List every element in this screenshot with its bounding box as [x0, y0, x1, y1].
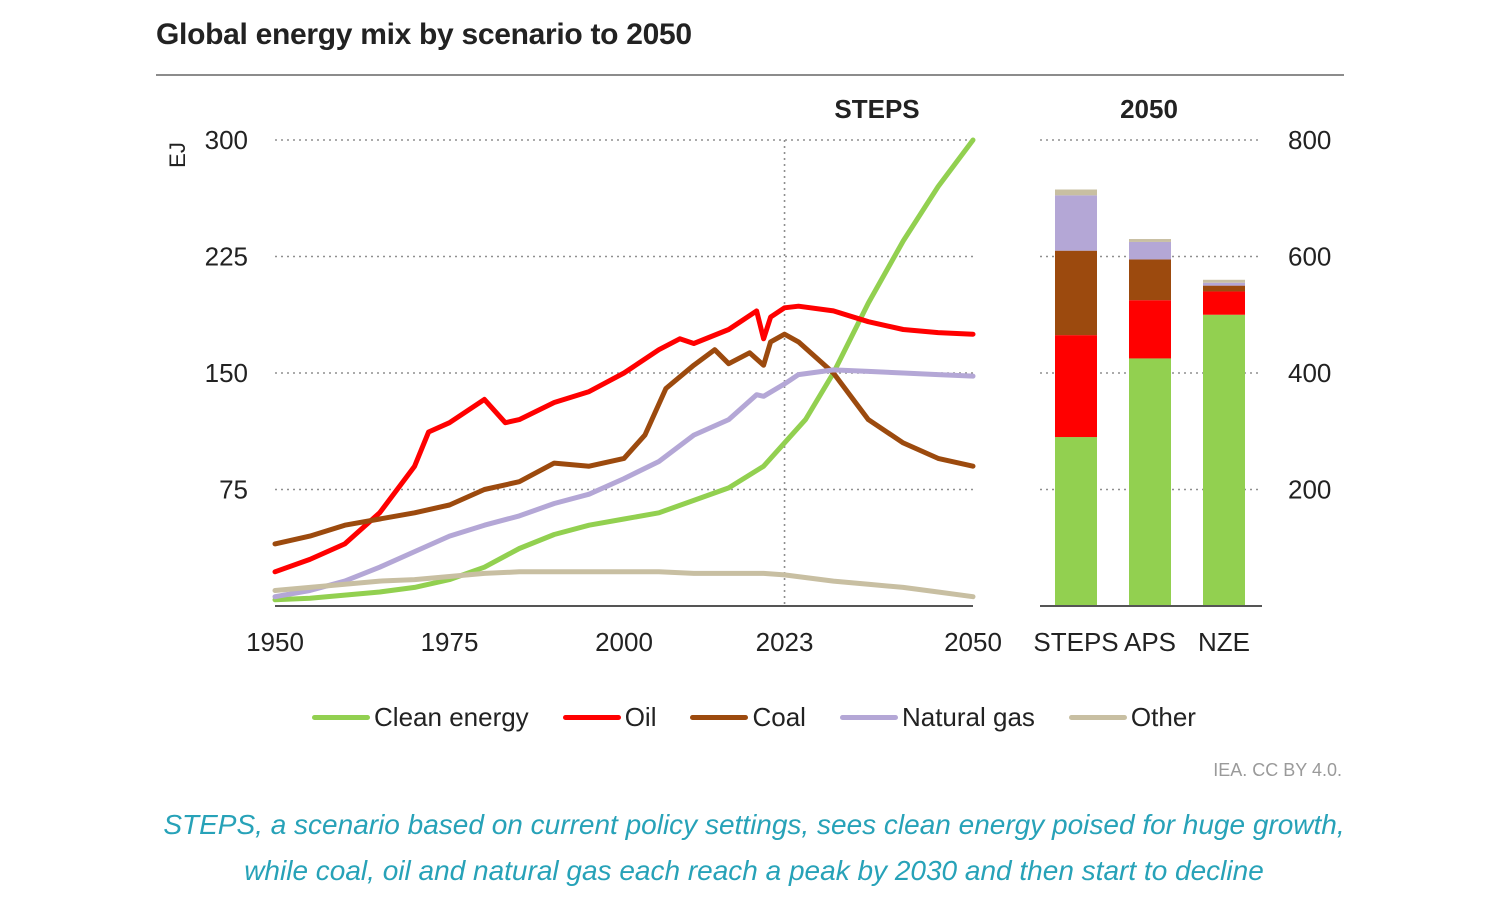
y2-tick-label: 200 [1288, 475, 1331, 505]
bar-category-label: STEPS [1033, 627, 1118, 657]
bar-category-label: APS [1124, 627, 1176, 657]
series-line-coal [272, 331, 976, 547]
legend-swatch [839, 715, 898, 720]
legend-label: Clean energy [374, 702, 529, 732]
bar-segment-nze-clean-energy [1203, 314, 1245, 606]
legend-item-oil: Oil [562, 702, 657, 733]
legend-swatch [312, 715, 371, 720]
y-tick-label: 75 [219, 475, 248, 505]
bar-segment-nze-oil [1203, 291, 1245, 315]
legend-label: Other [1130, 702, 1196, 732]
y-tick-label: 150 [205, 358, 248, 388]
legend-label: Natural gas [901, 702, 1035, 732]
x-tick-label: 2000 [595, 627, 653, 657]
legend-swatch [690, 715, 749, 720]
x-tick-label: 2050 [944, 627, 1002, 657]
legend-swatch [562, 715, 621, 720]
bar-category-label: NZE [1198, 627, 1250, 657]
panel-label-steps: STEPS [834, 94, 919, 124]
legend-swatch [1068, 715, 1127, 720]
source-credit: IEA. CC BY 4.0. [1213, 760, 1342, 780]
legend-item-clean-energy: Clean energy [312, 702, 529, 733]
legend-label: Coal [752, 702, 806, 732]
x-tick-label: 1950 [246, 627, 304, 657]
legend-item-coal: Coal [690, 702, 806, 733]
bar-segment-nze-other [1203, 279, 1245, 283]
energy-mix-chart: 75 150 225 300 EJ STEPS 1950 1975 2000 2023 2050 20… [165, 94, 1331, 657]
bar-segment-steps-clean-energy [1055, 437, 1097, 606]
y2-tick-label: 400 [1288, 358, 1331, 388]
bar-segment-nze-natural-gas [1203, 282, 1245, 286]
x-tick-label: 1975 [421, 627, 479, 657]
title-divider [156, 74, 1344, 76]
bar-segment-aps-clean-energy [1129, 358, 1171, 606]
series-line-natural-gas [272, 367, 976, 600]
chart-title: Global energy mix by scenario to 2050 [156, 18, 692, 51]
y2-tick-label: 800 [1288, 125, 1331, 155]
bar-segment-aps-oil [1129, 300, 1171, 359]
bar-segment-steps-other [1055, 189, 1097, 196]
y-tick-label: 300 [205, 125, 248, 155]
y-tick-label: 225 [205, 242, 248, 272]
chart-legend: Clean energy Oil Coal Natural gas Other [0, 702, 1508, 733]
bar-segment-steps-coal [1055, 250, 1097, 336]
legend-item-natural-gas: Natural gas [839, 702, 1035, 733]
series-line-clean-energy [272, 137, 976, 603]
legend-item-other: Other [1068, 702, 1196, 733]
bar-segment-aps-coal [1129, 259, 1171, 301]
series-line-oil [272, 303, 976, 575]
y2-tick-label: 600 [1288, 242, 1331, 272]
legend-label: Oil [624, 702, 657, 732]
y-axis-label: EJ [165, 142, 190, 168]
series-line-other [272, 569, 976, 600]
bar-segment-steps-oil [1055, 335, 1097, 438]
bar-segment-aps-other [1129, 239, 1171, 242]
bar-segment-steps-natural-gas [1055, 195, 1097, 251]
chart-caption: STEPS, a scenario based on current polic… [163, 809, 1345, 886]
bar-segment-aps-natural-gas [1129, 241, 1171, 260]
x-tick-label: 2023 [756, 627, 814, 657]
panel-label-2050: 2050 [1120, 94, 1178, 124]
bar-segment-nze-coal [1203, 285, 1245, 292]
